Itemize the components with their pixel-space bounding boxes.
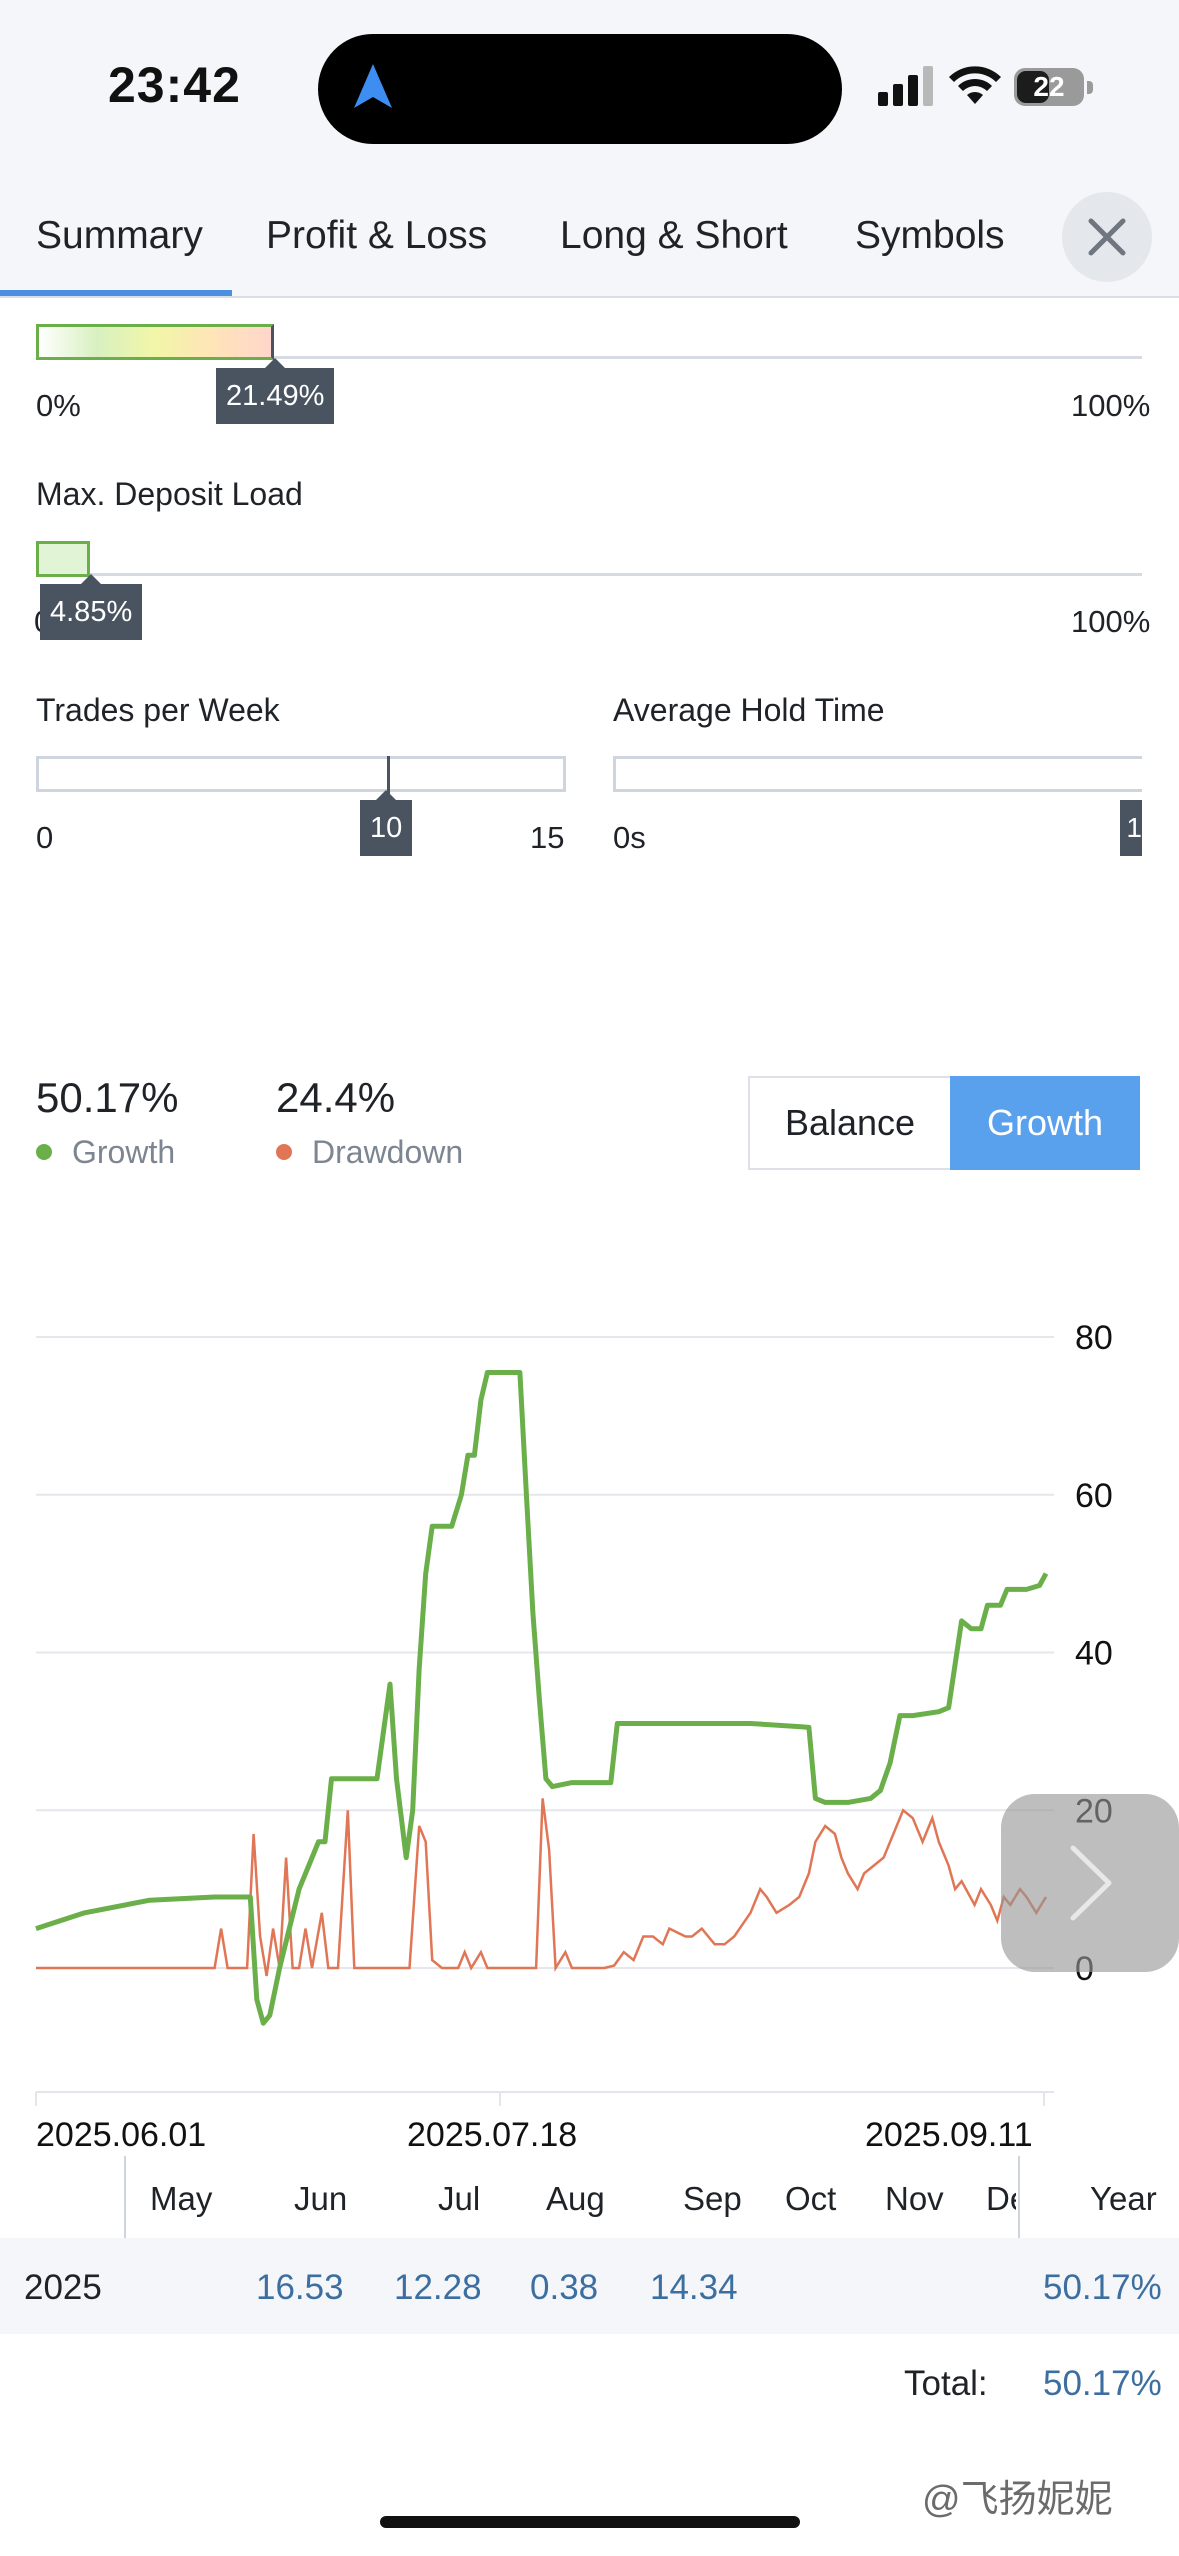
- hold-time-min: 0s: [613, 820, 646, 855]
- chevron-right-icon: [1070, 1845, 1112, 1921]
- deposit-load-value: 4.85%: [40, 574, 143, 640]
- table-row: [0, 2238, 1179, 2334]
- battery-icon: 22: [1014, 68, 1094, 108]
- growth-series-line: [35, 1370, 1049, 2026]
- x-label-start: 2025.06.01: [36, 2116, 207, 2154]
- trades-per-week-max: 15: [530, 820, 565, 855]
- trades-per-week-marker: [387, 756, 390, 800]
- top-slider-value: 21.49%: [216, 358, 335, 424]
- active-tab-indicator: [0, 290, 232, 296]
- tab-bar: Summary Profit & Loss Long & Short Symbo…: [0, 170, 1179, 298]
- cellular-signal-icon: [878, 66, 933, 106]
- close-icon: [1088, 218, 1126, 256]
- tab-summary[interactable]: Summary: [36, 214, 203, 257]
- growth-legend-dot: [36, 1144, 52, 1160]
- x-label-end: 2025.09.11: [865, 2116, 1033, 2154]
- trades-per-week-bar: [36, 756, 566, 792]
- month-header: De: [986, 2180, 1016, 2217]
- tab-symbols[interactable]: Symbols: [855, 214, 1005, 257]
- watermark: @飞扬妮妮: [922, 2479, 1113, 2521]
- wifi-icon: [949, 66, 1001, 104]
- deposit-load-title: Max. Deposit Load: [36, 476, 303, 512]
- cell-jun: 16.53: [256, 2268, 344, 2307]
- hold-time-bar: [613, 756, 1142, 792]
- trades-per-week-title: Trades per Week: [36, 692, 280, 728]
- month-header: Oct: [785, 2180, 837, 2217]
- trades-per-week-min: 0: [36, 820, 54, 855]
- month-header: Nov: [885, 2180, 944, 2217]
- top-slider-min: 0%: [36, 388, 81, 423]
- drawdown-value: 24.4%: [276, 1074, 396, 1121]
- tab-long-short[interactable]: Long & Short: [560, 214, 788, 257]
- balance-toggle-button[interactable]: Balance: [748, 1076, 950, 1170]
- location-arrow-icon: [354, 64, 392, 108]
- trades-per-week-value: 10: [360, 790, 413, 856]
- y-tick-label: 40: [1075, 1635, 1113, 1673]
- hold-time-title: Average Hold Time: [613, 692, 885, 728]
- month-header: May: [150, 2180, 213, 2217]
- total-label: Total:: [904, 2364, 988, 2403]
- year-header: Year: [1090, 2180, 1157, 2217]
- y-tick-label: 60: [1075, 1477, 1113, 1515]
- top-slider-max: 100%: [1071, 388, 1151, 423]
- next-chart-button[interactable]: [1001, 1794, 1179, 1972]
- battery-level: 22: [1033, 71, 1065, 102]
- growth-label: Growth: [72, 1134, 176, 1170]
- home-indicator: [380, 2516, 800, 2528]
- cell-jul: 12.28: [394, 2268, 482, 2307]
- x-label-mid: 2025.07.18: [407, 2116, 578, 2154]
- status-time: 23:42: [108, 57, 241, 113]
- drawdown-series-line: [36, 1798, 1048, 1977]
- month-header: Sep: [683, 2180, 742, 2217]
- month-header: Jul: [438, 2180, 481, 2217]
- deposit-load-max: 100%: [1071, 604, 1151, 639]
- growth-value: 50.17%: [36, 1074, 179, 1121]
- growth-toggle-button[interactable]: Growth: [950, 1076, 1140, 1170]
- growth-chart: 806040200: [35, 1319, 1113, 2106]
- cell-year-value: 50.17%: [1043, 2268, 1162, 2307]
- deposit-load-bar: [36, 541, 90, 577]
- top-slider-bar: [36, 324, 274, 360]
- drawdown-legend-dot: [276, 1144, 292, 1160]
- cell-aug: 0.38: [530, 2268, 599, 2307]
- drawdown-label: Drawdown: [312, 1134, 464, 1170]
- deposit-load-track: [36, 573, 1142, 576]
- y-tick-label: 80: [1075, 1319, 1113, 1357]
- cell-sep: 14.34: [650, 2268, 738, 2307]
- dynamic-island: [318, 34, 842, 144]
- month-header: Jun: [294, 2180, 348, 2217]
- row-year: 2025: [24, 2268, 102, 2307]
- hold-time-value: 1: [1120, 800, 1142, 856]
- top-slider-track: [36, 356, 1142, 359]
- tab-profit-loss[interactable]: Profit & Loss: [266, 214, 488, 257]
- month-header: Aug: [546, 2180, 605, 2217]
- total-value: 50.17%: [1043, 2364, 1162, 2403]
- close-button[interactable]: [1062, 192, 1152, 282]
